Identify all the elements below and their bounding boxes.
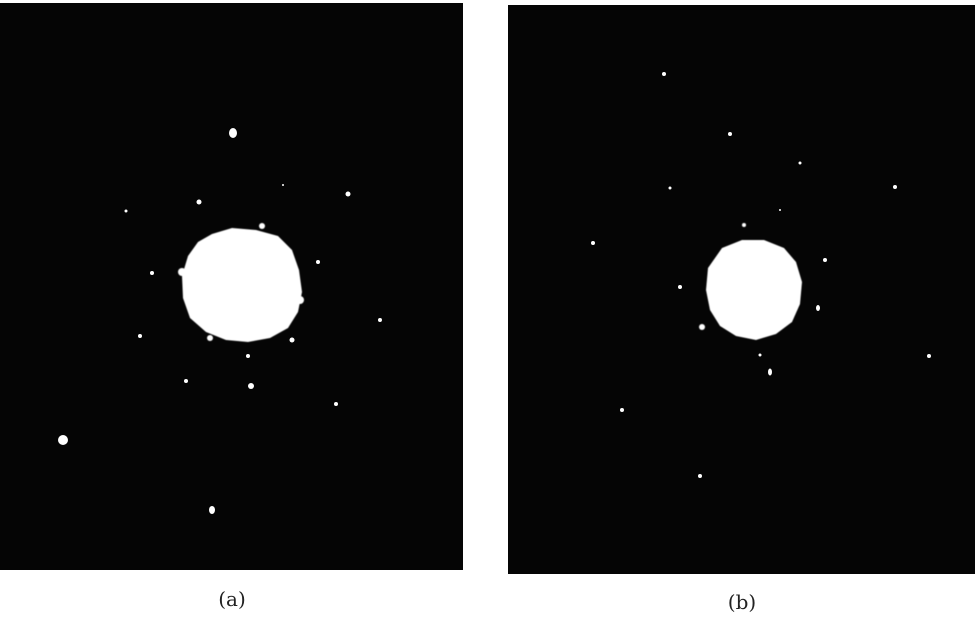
- panel-b: [508, 5, 975, 574]
- spot: [58, 435, 68, 445]
- blob-edge: [178, 268, 186, 276]
- spot: [282, 184, 284, 186]
- spot: [799, 162, 802, 165]
- spot: [669, 187, 672, 190]
- spot: [197, 200, 202, 205]
- blob-edge: [259, 223, 265, 229]
- spot: [246, 354, 250, 358]
- blob-edge: [207, 335, 213, 341]
- spot: [378, 318, 382, 322]
- central-blob: [182, 228, 302, 342]
- spot: [184, 379, 188, 383]
- spot: [759, 354, 762, 357]
- spot: [138, 334, 142, 338]
- spot: [728, 132, 732, 136]
- panel-a: [0, 3, 463, 570]
- figure: (a) (b): [0, 0, 979, 621]
- spot: [209, 506, 215, 514]
- spot: [620, 408, 624, 412]
- blob-edge: [742, 223, 746, 227]
- spot: [125, 210, 128, 213]
- spot: [229, 128, 237, 138]
- panel-label: (a): [218, 587, 246, 611]
- central-blob: [706, 240, 802, 340]
- spot: [768, 369, 772, 376]
- spot: [346, 192, 351, 197]
- page: {"panels": [{"label": "(a)"}, {"label": …: [0, 0, 979, 621]
- spot: [823, 258, 827, 262]
- spot: [316, 260, 320, 264]
- blob-edge: [296, 296, 304, 304]
- spot: [893, 185, 897, 189]
- spot: [678, 285, 682, 289]
- spot: [662, 72, 666, 76]
- spot: [816, 305, 820, 311]
- spot: [150, 271, 154, 275]
- spot: [290, 338, 295, 343]
- spot: [927, 354, 931, 358]
- blob-edge: [699, 324, 705, 330]
- spot: [779, 209, 781, 211]
- spot: [591, 241, 595, 245]
- panel-label: (b): [728, 590, 756, 614]
- spot: [248, 383, 254, 389]
- spot: [334, 402, 338, 406]
- spot: [698, 474, 702, 478]
